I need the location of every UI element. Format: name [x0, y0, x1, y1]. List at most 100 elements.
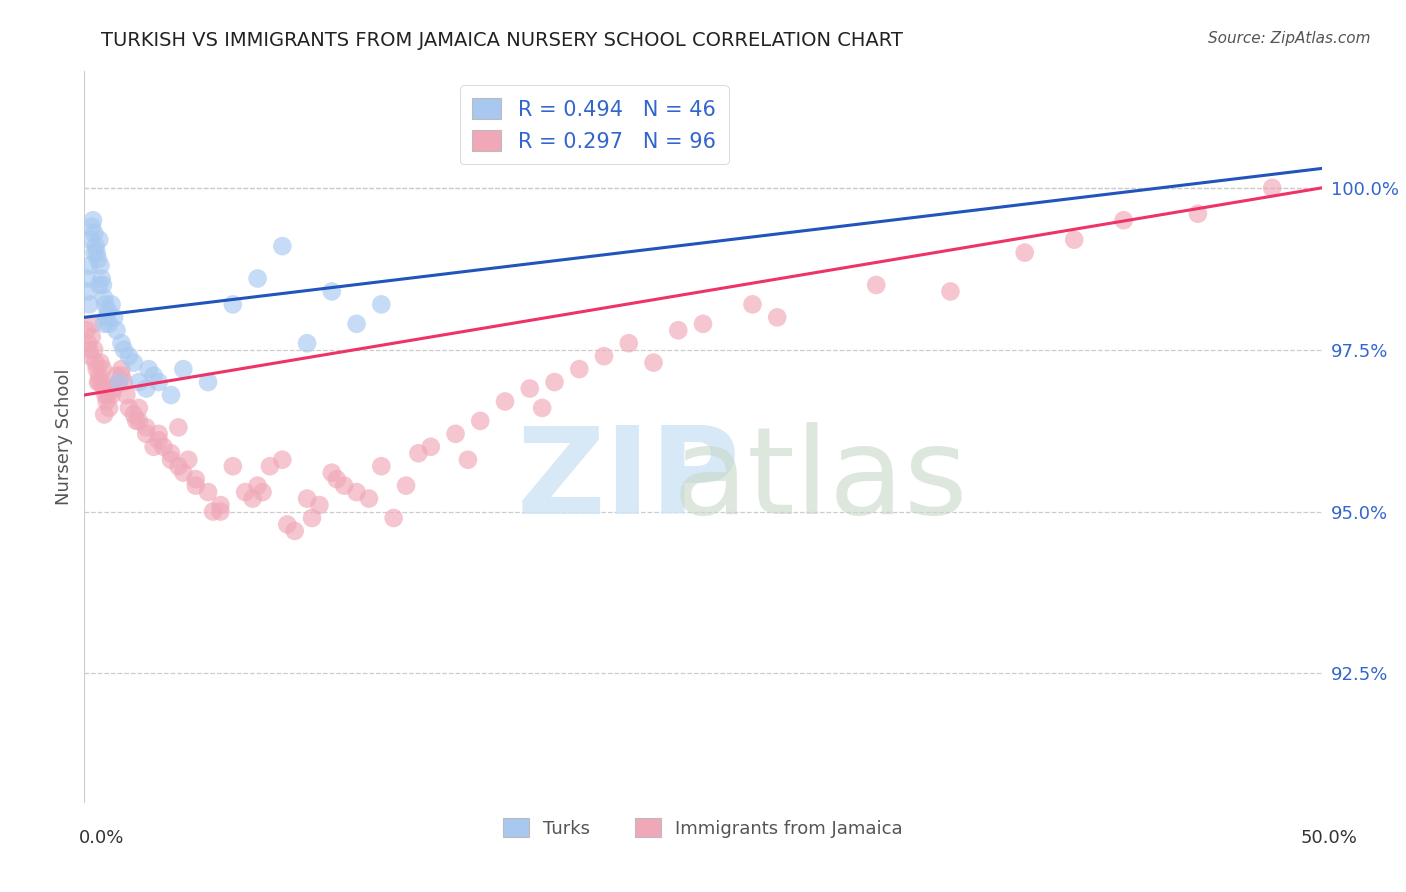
- Point: [98, 401, 121, 415]
- Point: [80, 219, 103, 234]
- Point: [209, 498, 232, 512]
- Point: [84, 239, 107, 253]
- Point: [122, 356, 145, 370]
- Point: [93, 382, 115, 396]
- Point: [284, 524, 307, 538]
- Point: [89, 277, 111, 292]
- Point: [96, 394, 118, 409]
- Point: [209, 504, 232, 518]
- Point: [103, 310, 125, 325]
- Point: [252, 485, 274, 500]
- Point: [93, 408, 115, 422]
- Point: [395, 478, 418, 492]
- Point: [419, 440, 441, 454]
- Point: [105, 323, 128, 337]
- Point: [148, 375, 170, 389]
- Point: [79, 343, 101, 357]
- Point: [766, 310, 789, 325]
- Point: [142, 440, 165, 454]
- Point: [118, 349, 141, 363]
- Point: [346, 317, 368, 331]
- Point: [100, 388, 122, 402]
- Point: [87, 375, 110, 389]
- Point: [259, 459, 281, 474]
- Point: [89, 368, 111, 383]
- Point: [142, 368, 165, 383]
- Point: [172, 466, 194, 480]
- Point: [122, 408, 145, 422]
- Point: [125, 414, 148, 428]
- Point: [1261, 181, 1284, 195]
- Point: [568, 362, 591, 376]
- Point: [112, 343, 135, 357]
- Point: [741, 297, 763, 311]
- Point: [160, 388, 183, 402]
- Point: [93, 317, 115, 331]
- Point: [97, 388, 120, 402]
- Text: 0.0%: 0.0%: [79, 829, 124, 847]
- Point: [83, 343, 105, 357]
- Legend: Turks, Immigrants from Jamaica: Turks, Immigrants from Jamaica: [496, 811, 910, 845]
- Point: [242, 491, 264, 506]
- Point: [86, 362, 108, 376]
- Point: [197, 485, 219, 500]
- Point: [77, 336, 100, 351]
- Point: [83, 226, 105, 240]
- Point: [148, 426, 170, 441]
- Point: [172, 362, 194, 376]
- Point: [160, 446, 183, 460]
- Point: [128, 401, 150, 415]
- Point: [246, 478, 269, 492]
- Point: [93, 291, 115, 305]
- Point: [167, 459, 190, 474]
- Point: [89, 259, 111, 273]
- Point: [97, 303, 120, 318]
- Point: [321, 285, 343, 299]
- Point: [666, 323, 689, 337]
- Point: [276, 517, 298, 532]
- Point: [246, 271, 269, 285]
- Point: [135, 420, 157, 434]
- Point: [82, 317, 104, 331]
- Point: [177, 452, 200, 467]
- Point: [148, 434, 170, 448]
- Point: [79, 297, 101, 311]
- Point: [308, 498, 330, 512]
- Point: [184, 478, 207, 492]
- Point: [118, 401, 141, 415]
- Point: [408, 446, 430, 460]
- Point: [89, 356, 111, 370]
- Point: [865, 277, 887, 292]
- Point: [84, 356, 107, 370]
- Point: [105, 368, 128, 383]
- Point: [91, 362, 114, 376]
- Point: [128, 414, 150, 428]
- Point: [1187, 207, 1209, 221]
- Point: [321, 466, 343, 480]
- Point: [333, 478, 356, 492]
- Text: Source: ZipAtlas.com: Source: ZipAtlas.com: [1208, 31, 1371, 46]
- Point: [89, 375, 111, 389]
- Point: [77, 285, 100, 299]
- Point: [357, 491, 380, 506]
- Text: atlas: atlas: [672, 423, 969, 540]
- Text: TURKISH VS IMMIGRANTS FROM JAMAICA NURSERY SCHOOL CORRELATION CHART: TURKISH VS IMMIGRANTS FROM JAMAICA NURSE…: [101, 31, 903, 50]
- Point: [939, 285, 962, 299]
- Point: [184, 472, 207, 486]
- Text: ZIP: ZIP: [517, 423, 741, 540]
- Text: 50.0%: 50.0%: [1301, 829, 1357, 847]
- Point: [110, 368, 132, 383]
- Point: [1063, 233, 1085, 247]
- Point: [91, 277, 114, 292]
- Point: [108, 375, 131, 389]
- Point: [152, 440, 174, 454]
- Point: [98, 317, 121, 331]
- Point: [160, 452, 183, 467]
- Point: [128, 375, 150, 389]
- Point: [115, 388, 138, 402]
- Point: [80, 330, 103, 344]
- Point: [76, 271, 98, 285]
- Point: [643, 356, 665, 370]
- Point: [382, 511, 405, 525]
- Point: [470, 414, 492, 428]
